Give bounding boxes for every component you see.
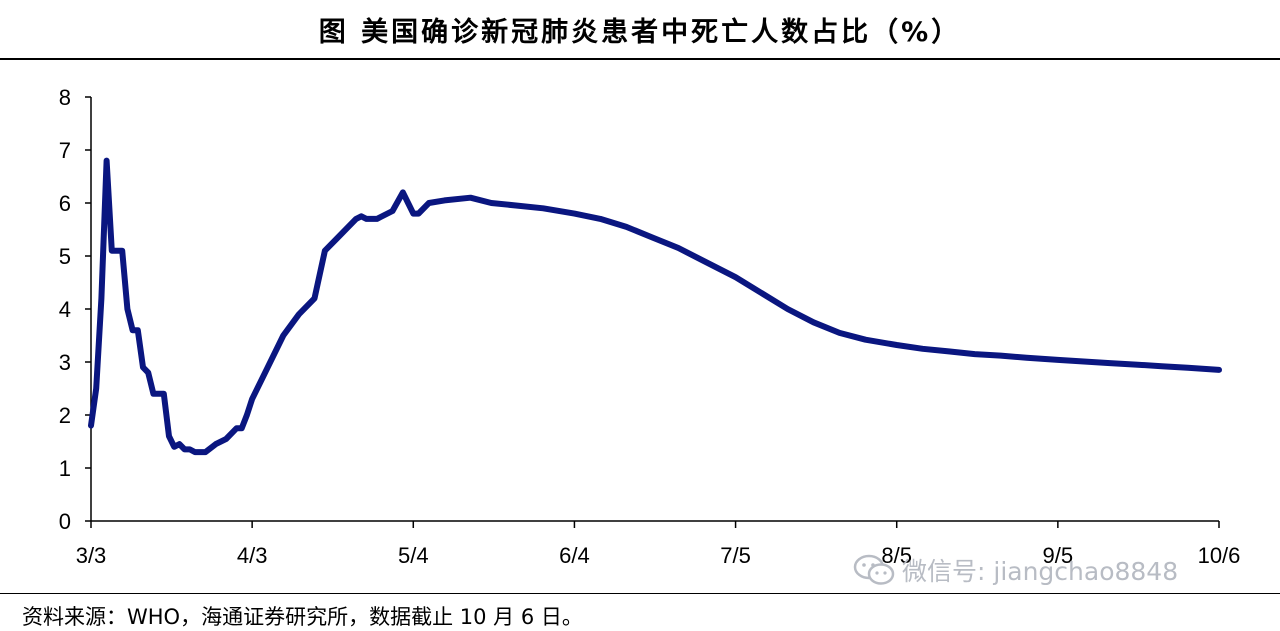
source-bar: 资料来源：WHO，海通证券研究所，数据截止 10 月 6 日。 [0,593,1280,630]
x-tick-label: 10/6 [1198,543,1241,568]
x-tick-label: 5/4 [398,543,429,568]
x-tick-label: 3/3 [76,543,107,568]
y-tick-label: 3 [59,350,71,375]
y-tick-label: 0 [59,509,71,534]
x-tick-label: 6/4 [559,543,590,568]
y-tick-label: 6 [59,191,71,216]
series-line [88,157,1222,456]
x-tick-label: 8/5 [881,543,912,568]
y-tick-label: 8 [59,85,71,110]
chart-title: 图 美国确诊新冠肺炎患者中死亡人数占比（%） [318,16,962,48]
y-tick-label: 4 [59,297,71,322]
line-chart: 0 1 2 3 4 5 6 7 8 3/3 4/3 5/4 6/4 7/5 8/5 9/5 10/6 [59,85,1241,568]
title-bar: 图 美国确诊新冠肺炎患者中死亡人数占比（%） [0,0,1280,60]
y-tick-label: 2 [59,403,71,428]
x-tick-label: 4/3 [237,543,268,568]
y-tick-label: 7 [59,138,71,163]
y-tick-label: 5 [59,244,71,269]
watermark: 微信号: jiangchao8848 [852,552,1178,588]
x-tick-label: 7/5 [720,543,751,568]
wechat-icon [853,554,895,585]
x-tick-label: 9/5 [1043,543,1074,568]
source-note: 资料来源：WHO，海通证券研究所，数据截止 10 月 6 日。 [22,605,583,629]
watermark-text: 微信号: jiangchao8848 [902,557,1179,586]
y-tick-label: 1 [59,456,71,481]
